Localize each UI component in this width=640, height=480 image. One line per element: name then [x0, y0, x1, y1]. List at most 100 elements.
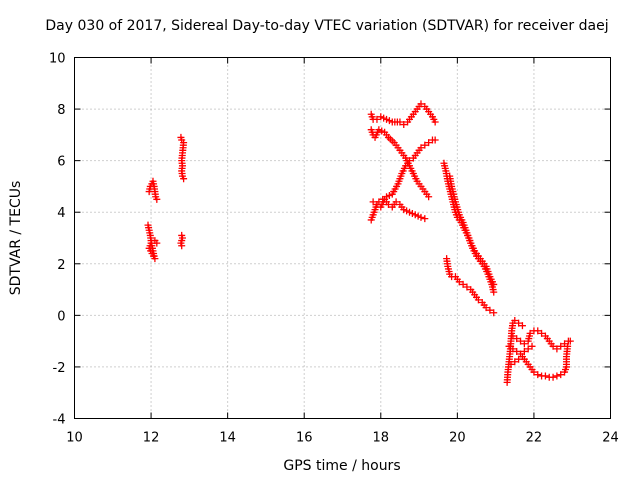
x-tick-label: 20	[449, 431, 466, 446]
x-tick-label: 16	[296, 431, 313, 446]
data-point	[515, 319, 523, 327]
data-point	[520, 347, 528, 355]
data-point	[385, 117, 393, 125]
x-tick-label: 22	[526, 431, 543, 446]
data-point	[505, 342, 513, 350]
data-point	[449, 188, 457, 196]
data-point	[517, 350, 525, 358]
data-point	[404, 159, 412, 167]
data-point	[430, 115, 438, 123]
data-point	[447, 180, 455, 188]
data-point	[511, 317, 519, 325]
data-point	[427, 110, 435, 118]
data-point	[408, 167, 416, 175]
data-point	[417, 100, 425, 108]
data-point	[178, 170, 186, 178]
data-point	[150, 180, 158, 188]
data-point	[524, 345, 532, 353]
data-point	[394, 144, 402, 152]
data-point	[451, 195, 459, 203]
data-point	[566, 337, 574, 345]
y-tick-label: 2	[57, 258, 65, 273]
data-point	[480, 301, 488, 309]
data-point	[513, 335, 521, 343]
chart-title: Day 030 of 2017, Sidereal Day-to-day VTE…	[45, 18, 608, 34]
data-point	[525, 332, 533, 340]
data-point	[378, 127, 386, 135]
data-point	[421, 215, 429, 223]
data-point	[476, 255, 484, 263]
data-point	[485, 270, 493, 278]
data-point	[443, 260, 451, 268]
x-axis-label: GPS time / hours	[283, 458, 400, 474]
data-point	[146, 242, 154, 250]
data-point	[151, 190, 159, 198]
data-point	[518, 322, 526, 330]
data-point	[374, 128, 382, 136]
grid	[74, 57, 611, 419]
data-point	[411, 151, 419, 159]
data-point	[453, 275, 461, 283]
data-point	[151, 185, 159, 193]
data-point	[370, 208, 378, 216]
data-point	[368, 113, 376, 121]
data-point	[400, 121, 408, 129]
data-point	[388, 137, 396, 145]
data-point	[459, 280, 467, 288]
data-point	[412, 175, 420, 183]
data-point	[441, 164, 449, 172]
data-point	[380, 114, 388, 122]
y-tick-label: 6	[57, 155, 65, 170]
data-point	[534, 327, 542, 335]
data-point	[414, 212, 422, 220]
data-point	[425, 139, 433, 147]
y-tick-label: -4	[53, 413, 66, 428]
data-point	[517, 337, 525, 345]
data-point	[509, 332, 517, 340]
data-point	[463, 283, 471, 291]
data-point	[528, 366, 536, 374]
y-tick-label: 4	[57, 206, 65, 221]
y-tick-label: 8	[57, 103, 65, 118]
data-point	[373, 115, 381, 123]
data-point	[458, 216, 466, 224]
data-point	[547, 340, 555, 348]
x-tick-label: 24	[602, 431, 619, 446]
data-point	[490, 309, 498, 317]
data-point	[419, 185, 427, 193]
data-point	[408, 210, 416, 218]
data-point	[145, 224, 153, 232]
data-point	[520, 355, 528, 363]
data-point	[413, 105, 421, 113]
data-point	[541, 372, 549, 380]
data-point	[473, 249, 480, 257]
y-tick-label: 10	[49, 52, 66, 67]
data-point	[369, 198, 377, 206]
data-point	[400, 164, 408, 172]
data-point	[398, 203, 406, 211]
x-tick-label: 18	[373, 431, 390, 446]
data-point	[406, 115, 413, 123]
data-point	[473, 293, 480, 301]
data-point	[423, 105, 431, 113]
data-point	[543, 335, 551, 343]
data-point	[400, 151, 408, 159]
data-point	[553, 372, 561, 380]
data-point	[562, 366, 570, 374]
data-point	[528, 342, 536, 350]
data-points	[144, 100, 574, 386]
data-point	[415, 146, 423, 154]
data-point	[147, 234, 155, 242]
data-point	[469, 288, 477, 296]
data-point	[511, 358, 519, 366]
data-point	[153, 195, 161, 203]
data-point	[553, 345, 561, 353]
data-point	[385, 191, 393, 199]
data-point	[466, 237, 474, 245]
data-point	[383, 131, 391, 139]
x-tick-label: 10	[66, 431, 83, 446]
y-tick-label: -2	[53, 361, 66, 376]
plot-frame	[74, 57, 611, 419]
